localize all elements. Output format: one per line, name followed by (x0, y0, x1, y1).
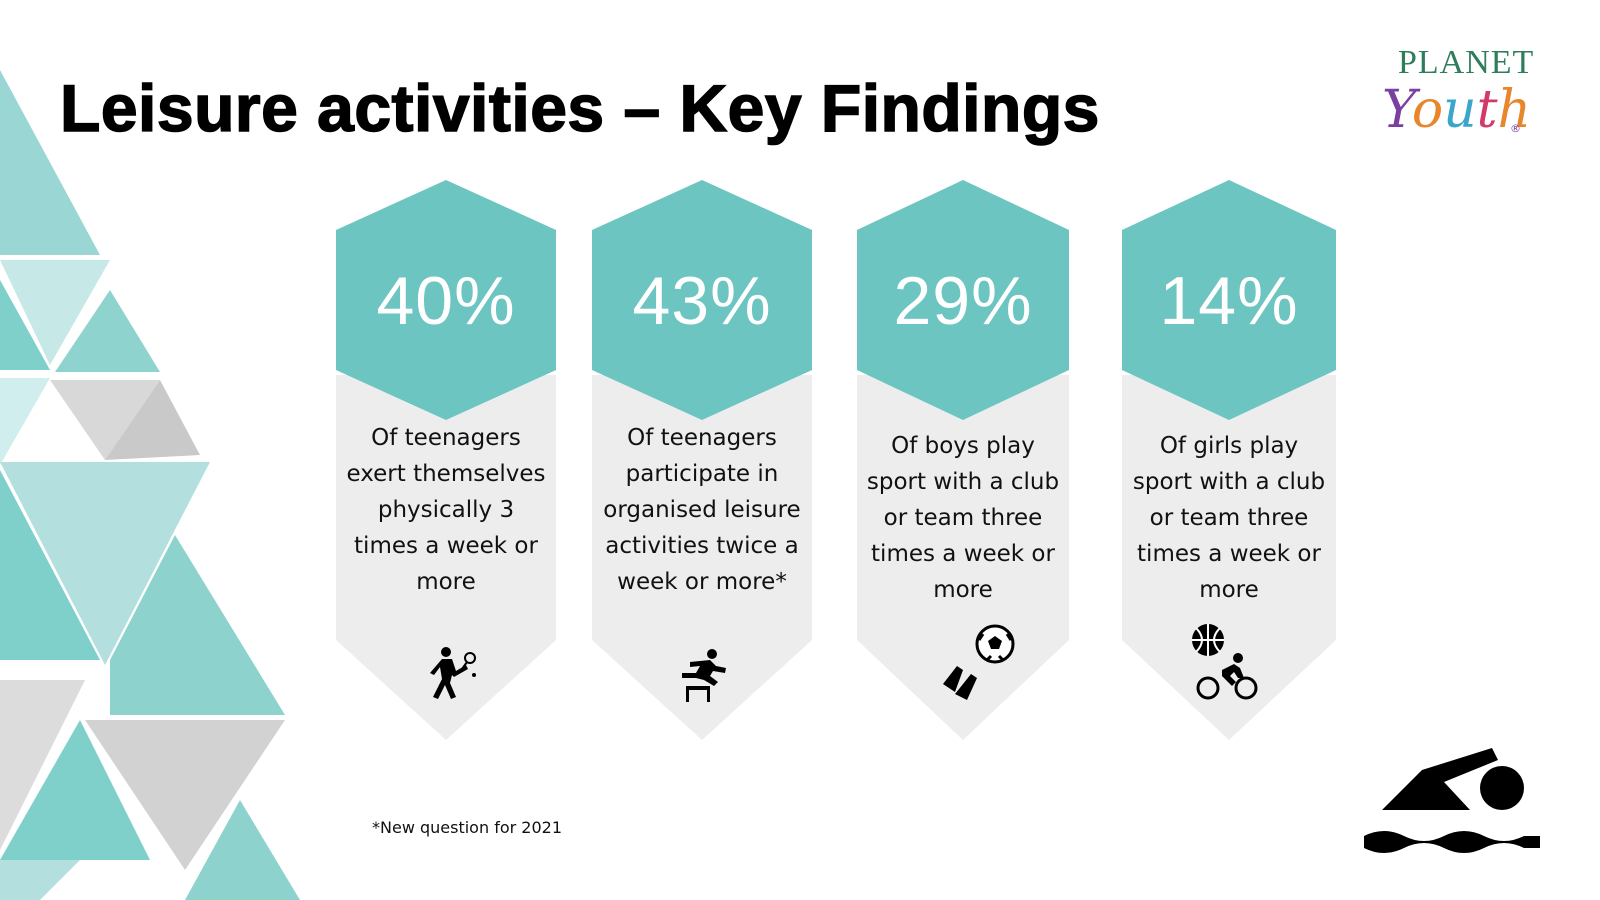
hurdler-icon (682, 649, 726, 702)
finding-description: Of teenagers participate in organised le… (603, 425, 801, 595)
logo-youth-text: Youth (1382, 80, 1531, 140)
logo-letter: u (1443, 80, 1477, 140)
swimmer-icon (1364, 748, 1540, 853)
finding-description: Of girls play sport with a club or team … (1132, 433, 1326, 603)
logo-letter: h (1497, 80, 1532, 140)
finding-card-1: 40% Of teenagers exert themselves physic… (336, 180, 556, 740)
finding-percent: 40% (376, 263, 516, 339)
logo-letter: Y (1382, 80, 1412, 140)
basketball-cyclist-icon (1192, 624, 1258, 700)
finding-card-4: 14% Of girls play sport with a club or t… (1122, 180, 1336, 740)
finding-percent: 29% (893, 263, 1033, 339)
finding-card-2: 43% Of teenagers participate in organise… (592, 180, 812, 740)
finding-description: Of boys play sport with a club or team t… (866, 433, 1060, 603)
footnote: *New question for 2021 (372, 818, 562, 837)
background-triangles (0, 70, 300, 900)
logo-planet-text: PLANET (1398, 44, 1535, 81)
soccer-flippers-icon (943, 624, 1015, 700)
planet-youth-logo: PLANET Youth ® (1360, 44, 1540, 154)
logo-letter: t (1476, 80, 1498, 140)
tennis-player-icon (430, 647, 476, 699)
finding-card-3: 29% Of boys play sport with a club or te… (857, 180, 1069, 740)
page-title: Leisure activities – Key Findings (59, 70, 1100, 146)
finding-percent: 14% (1159, 263, 1299, 339)
finding-percent: 43% (632, 263, 772, 339)
finding-description: Of teenagers exert themselves physically… (346, 425, 546, 595)
registered-mark: ® (1510, 122, 1521, 135)
logo-letter: o (1411, 80, 1444, 140)
